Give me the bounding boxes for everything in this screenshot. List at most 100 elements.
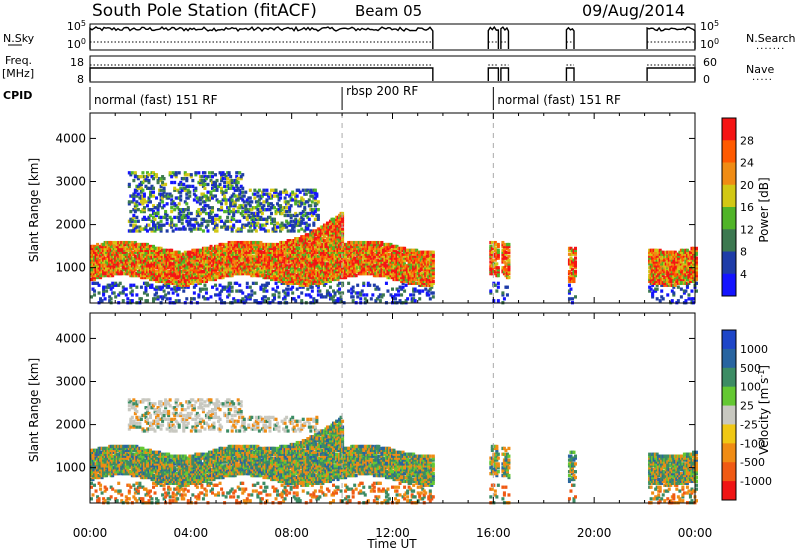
range-cell [292,266,296,270]
range-cell [347,254,351,258]
range-cell [132,196,136,200]
range-cell [152,264,156,268]
range-cell [298,256,302,260]
range-cell [248,240,252,245]
range-cell [330,268,334,272]
range-cell [99,268,103,272]
range-cell [223,273,227,278]
range-cell [180,260,184,264]
range-cell [380,271,384,276]
range-cell [273,225,277,229]
range-cell [392,250,396,254]
range-cell [322,270,326,274]
range-cell [285,225,289,229]
range-cell [198,279,202,284]
range-cell [381,264,385,268]
range-cell [201,295,205,299]
range-cell [133,204,137,208]
range-cell [369,266,373,270]
range-cell [201,275,205,280]
range-cell [354,266,358,270]
range-cell [390,275,394,280]
range-cell [227,186,231,190]
range-cell [117,266,121,270]
range-cell [212,262,216,266]
range-cell [381,250,385,254]
range-cell [315,275,319,280]
range-cell [318,252,322,256]
range-cell [324,266,328,270]
range-cell [285,209,289,214]
range-cell [195,266,199,270]
range-cell [325,293,329,297]
range-cell [316,242,320,247]
range-cell [313,192,317,196]
range-cell [371,293,375,297]
range-cell [333,293,337,297]
range-cell [148,270,152,274]
range-cell [174,299,178,303]
range-cell [289,204,293,208]
range-cell [126,270,130,274]
range-cell [397,260,401,264]
range-cell [362,260,366,264]
range-cell [336,215,340,220]
range-cell [276,221,280,225]
range-cell [91,273,95,278]
range-cell [162,275,166,280]
range-cell [148,200,152,204]
range-cell [226,248,230,253]
range-cell [316,250,320,254]
range-cell [330,242,334,247]
range-cell [227,266,231,270]
range-cell [182,176,186,181]
range-cell [397,250,401,254]
range-cell [124,268,128,272]
range-cell [403,289,407,293]
range-cell [203,194,207,198]
range-cell [111,248,115,253]
range-cell [245,244,249,249]
range-cell [274,246,278,251]
range-cell [392,264,396,268]
range-cell [103,246,107,251]
range-cell [271,229,275,233]
range-cell [339,252,343,256]
range-cell [186,258,190,262]
range-cell [254,250,258,254]
range-cell [155,252,159,256]
range-cell [397,273,401,278]
range-cell [406,256,410,260]
range-cell [109,270,113,274]
range-cell [403,254,407,258]
range-cell [211,254,214,258]
range-cell [300,242,304,247]
range-cell [114,258,118,262]
range-cell [123,268,127,272]
range-cell [257,225,261,229]
range-cell [201,182,205,187]
range-cell [105,264,109,268]
range-cell [350,266,354,270]
range-cell [351,264,355,268]
range-cell [250,273,254,278]
range-cell [161,206,165,210]
range-cell [158,252,162,256]
range-cell [368,250,372,254]
range-cell [232,204,236,208]
range-cell [277,279,281,284]
range-cell [339,213,343,218]
range-cell [292,239,296,243]
range-cell [123,242,127,247]
range-cell [336,270,340,274]
range-cell [132,223,136,227]
range-cell [241,173,245,177]
range-cell [390,287,394,291]
range-cell [165,217,169,221]
range-cell [142,275,146,280]
range-cell [406,258,410,262]
range-cell [148,266,152,270]
range-cell [295,242,299,247]
range-cell [325,268,329,272]
